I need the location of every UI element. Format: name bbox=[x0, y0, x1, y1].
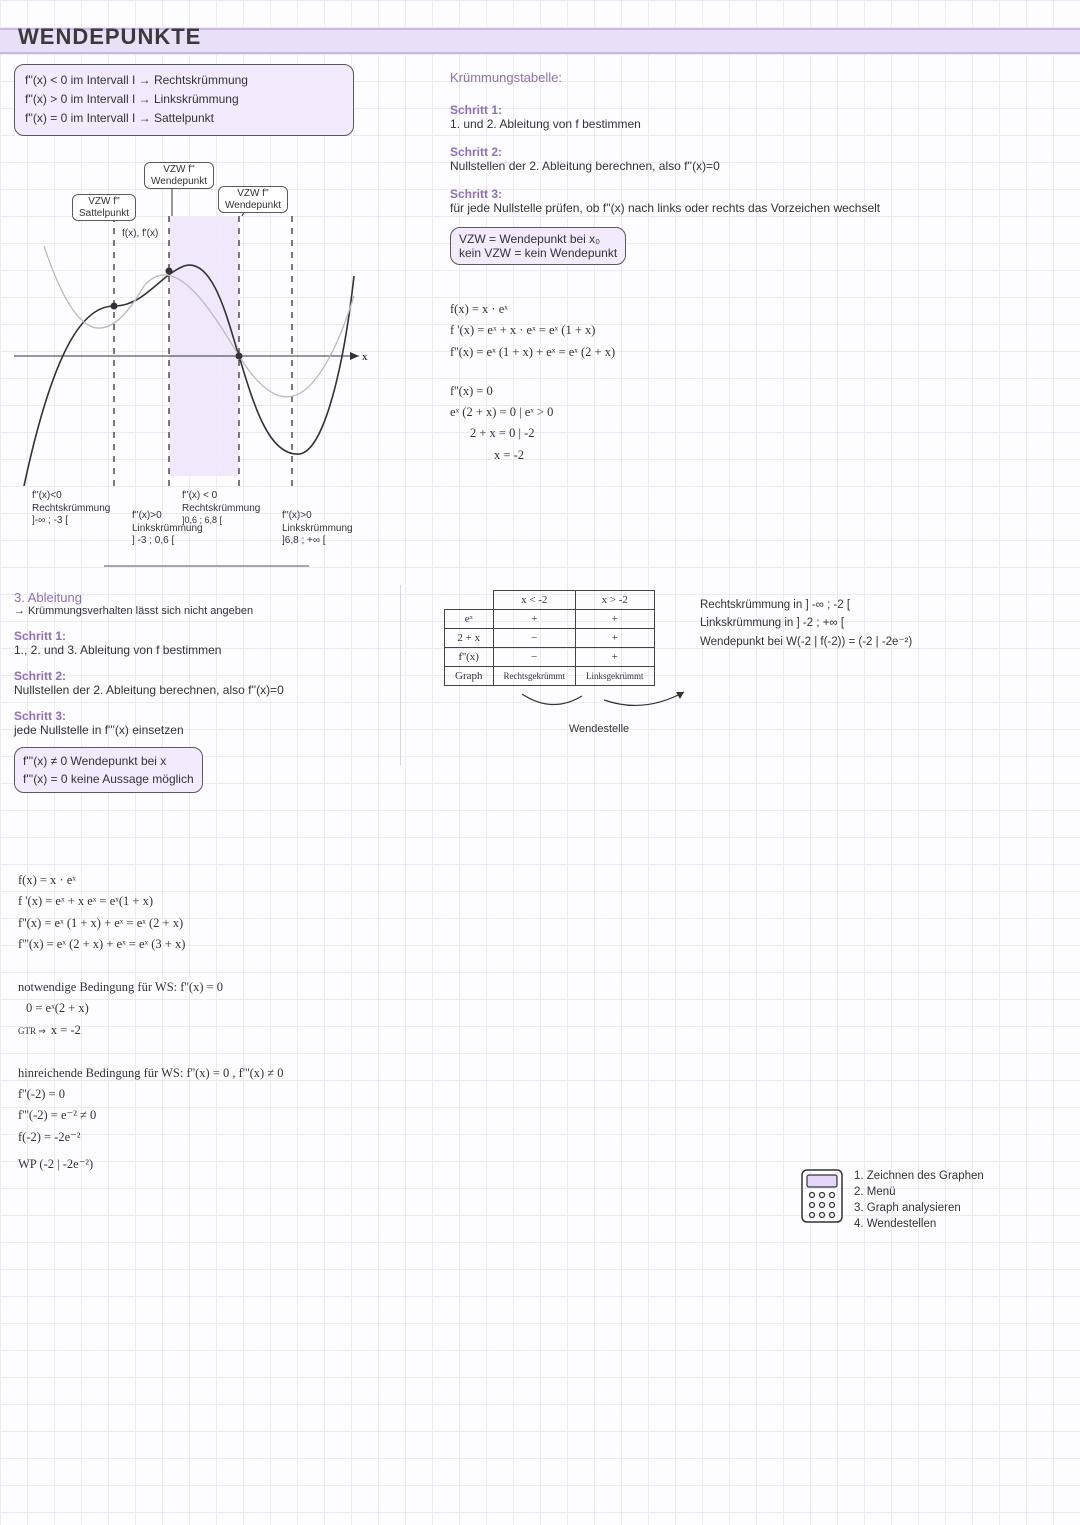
st-r2: 2 + x bbox=[445, 629, 494, 648]
third-deriv-sub: → Krümmungsverhalten lässt sich nicht an… bbox=[14, 605, 394, 617]
ex2-nb1: 0 = eˣ(2 + x) bbox=[26, 998, 448, 1019]
fx-label: f(x), f'(x) bbox=[122, 228, 158, 239]
curve-diagram: x VZW f'' Sattelpunkt VZW f'' Wendepunkt… bbox=[14, 156, 374, 586]
l3-step1-label: Schritt 1: bbox=[14, 629, 394, 643]
label-wende-b: VZW f'' Wendepunkt bbox=[218, 186, 288, 213]
st-r3: f''(x) bbox=[445, 648, 494, 667]
st-r4: Graph bbox=[445, 667, 494, 686]
step-3-label: Schritt 3: bbox=[450, 187, 1050, 201]
vzw-line1: VZW = Wendepunkt bei x₀ bbox=[459, 232, 617, 246]
gtr-label: GTR ⇒ bbox=[18, 1026, 46, 1036]
vzw-box: VZW = Wendepunkt bei x₀ kein VZW = kein … bbox=[450, 227, 626, 265]
ex2-hb1: f''(-2) = 0 bbox=[18, 1084, 448, 1105]
concl-2: Linkskrümmung in ] -2 ; +∞ [ bbox=[700, 614, 912, 632]
label-wende-b1: VZW f'' bbox=[237, 188, 269, 199]
page-title: WENDEPUNKTE bbox=[18, 24, 201, 50]
region-4: f''(x)>0 Linkskrümmung ]6,8 ; +∞ [ bbox=[282, 510, 353, 548]
rule-2: f''(x) > 0 im Intervall I → Linkskrümmun… bbox=[25, 90, 343, 109]
f3-box-l1: f'''(x) ≠ 0 Wendepunkt bei x bbox=[23, 752, 194, 770]
wendestelle-label: Wendestelle bbox=[484, 723, 714, 735]
vzw-line2: kein VZW = kein Wendepunkt bbox=[459, 246, 617, 260]
calc-step-3: 3. Graph analysieren bbox=[854, 1200, 984, 1216]
rule-3: f''(x) = 0 im Intervall I → Sattelpunkt bbox=[25, 109, 343, 128]
conclusion-block: Rechtskrümmung in ] -∞ ; -2 [ Linkskrümm… bbox=[700, 596, 912, 651]
ex1-l1: f(x) = x · eˣ bbox=[450, 299, 1050, 320]
step-1-label: Schritt 1: bbox=[450, 103, 1050, 117]
st-r1: eˣ bbox=[445, 610, 494, 629]
sign-table: x < -2 x > -2 eˣ + + 2 + x − + f''(x) − … bbox=[444, 590, 655, 686]
l3-step3-text: jede Nullstelle in f'''(x) einsetzen bbox=[14, 723, 394, 737]
step-3-text: für jede Nullstelle prüfen, ob f''(x) na… bbox=[450, 201, 1050, 215]
ex2-hb3: f(-2) = -2e⁻² bbox=[18, 1127, 448, 1148]
notwendige-heading: notwendige Bedingung für WS: f''(x) = 0 bbox=[18, 977, 448, 998]
label-wende-b2: Wendepunkt bbox=[225, 200, 281, 211]
f3-box: f'''(x) ≠ 0 Wendepunkt bei x f'''(x) = 0… bbox=[14, 747, 203, 793]
ex2-hb2: f'''(-2) = e⁻² ≠ 0 bbox=[18, 1105, 448, 1126]
concl-3: Wendepunkt bei W(-2 | f(-2)) = (-2 | -2e… bbox=[700, 633, 912, 651]
ex2-l4: f'''(x) = eˣ (2 + x) + eˣ = eˣ (3 + x) bbox=[18, 934, 448, 955]
step-2-text: Nullstellen der 2. Ableitung berechnen, … bbox=[450, 159, 1050, 173]
l3-step1-text: 1., 2. und 3. Ableitung von f bestimmen bbox=[14, 643, 394, 657]
ex1-l5: eˣ (2 + x) = 0 | eˣ > 0 bbox=[450, 402, 1050, 423]
ex2-nb2: x = -2 bbox=[51, 1023, 81, 1037]
l3-step2-text: Nullstellen der 2. Ableitung berechnen, … bbox=[14, 683, 394, 697]
l3-step3-label: Schritt 3: bbox=[14, 709, 394, 723]
ex2-l1: f(x) = x · eˣ bbox=[18, 870, 448, 891]
divider bbox=[400, 585, 401, 765]
rule-1: f''(x) < 0 im Intervall I → Rechtskrümmu… bbox=[25, 71, 343, 90]
label-sattel-l1: VZW f'' bbox=[88, 196, 120, 207]
calc-step-2: 2. Menü bbox=[854, 1184, 984, 1200]
ex1-l7: x = -2 bbox=[450, 445, 1050, 466]
ex1-l6: 2 + x = 0 | -2 bbox=[450, 423, 1050, 444]
region-3: f''(x) < 0 Rechtskrümmung ]0,6 ; 6,8 [ bbox=[182, 490, 260, 526]
ex1-l4: f''(x) = 0 bbox=[450, 381, 1050, 402]
kruemmungstabelle-heading: Krümmungstabelle: bbox=[450, 70, 1050, 85]
calculator-icon bbox=[800, 1168, 844, 1224]
ex2-wp: WP (-2 | -2e⁻²) bbox=[18, 1154, 448, 1175]
right-column: Krümmungstabelle: Schritt 1: 1. und 2. A… bbox=[450, 70, 1050, 466]
l3-step2-label: Schritt 2: bbox=[14, 669, 394, 683]
calculator-hint: 1. Zeichnen des Graphen 2. Menü 3. Graph… bbox=[800, 1168, 984, 1232]
example1-block: f(x) = x · eˣ f '(x) = eˣ + x · eˣ = eˣ … bbox=[450, 299, 1050, 466]
step-2-label: Schritt 2: bbox=[450, 145, 1050, 159]
ex1-l2: f '(x) = eˣ + x · eˣ = eˣ (1 + x) bbox=[450, 320, 1050, 341]
ex1-l3: f''(x) = eˣ (1 + x) + eˣ = eˣ (2 + x) bbox=[450, 342, 1050, 363]
ex2-l3: f''(x) = eˣ (1 + x) + eˣ = eˣ (2 + x) bbox=[18, 913, 448, 934]
example2-block: f(x) = x · eˣ f '(x) = eˣ + x eˣ = eˣ(1 … bbox=[18, 870, 448, 1175]
calc-step-4: 4. Wendestellen bbox=[854, 1216, 984, 1232]
third-derivative-section: 3. Ableitung → Krümmungsverhalten lässt … bbox=[14, 590, 394, 793]
ex2-l2: f '(x) = eˣ + x eˣ = eˣ(1 + x) bbox=[18, 891, 448, 912]
svg-text:x: x bbox=[362, 351, 368, 363]
calc-step-1: 1. Zeichnen des Graphen bbox=[854, 1168, 984, 1184]
hinreichende-heading: hinreichende Bedingung für WS: f''(x) = … bbox=[18, 1063, 448, 1084]
label-wende-a1: VZW f'' bbox=[163, 164, 195, 175]
label-sattel: VZW f'' Sattelpunkt bbox=[72, 194, 136, 221]
rules-box: f''(x) < 0 im Intervall I → Rechtskrümmu… bbox=[14, 64, 354, 136]
st-h2: x > -2 bbox=[576, 591, 655, 610]
step-1-text: 1. und 2. Ableitung von f bestimmen bbox=[450, 117, 1050, 131]
label-wende-a: VZW f'' Wendepunkt bbox=[144, 162, 214, 189]
st-h1: x < -2 bbox=[493, 591, 576, 610]
concl-1: Rechtskrümmung in ] -∞ ; -2 [ bbox=[700, 596, 912, 614]
sign-table-block: x < -2 x > -2 eˣ + + 2 + x − + f''(x) − … bbox=[444, 590, 714, 735]
f3-box-l2: f'''(x) = 0 keine Aussage möglich bbox=[23, 770, 194, 788]
region-1: f''(x)<0 Rechtskrümmung ]-∞ ; -3 [ bbox=[32, 490, 110, 528]
label-wende-a2: Wendepunkt bbox=[151, 176, 207, 187]
label-sattel-l2: Sattelpunkt bbox=[79, 208, 129, 219]
third-deriv-heading: 3. Ableitung bbox=[14, 590, 394, 605]
